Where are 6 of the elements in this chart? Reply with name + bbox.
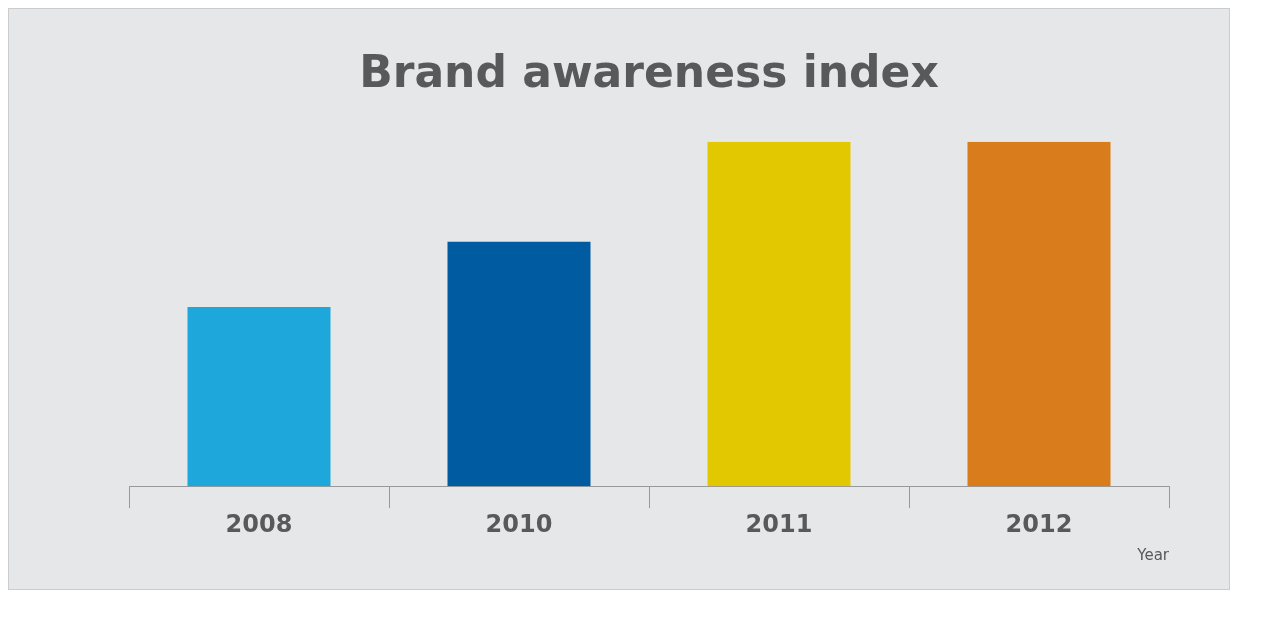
x-tick-label: 2010 (485, 509, 553, 538)
chart-title: Brand awareness index (359, 45, 939, 97)
x-tick-label: 2011 (745, 509, 813, 538)
x-tick-label: 2012 (1005, 509, 1073, 538)
x-axis-title: Year (1136, 545, 1170, 564)
x-tick-label: 2008 (225, 509, 293, 538)
